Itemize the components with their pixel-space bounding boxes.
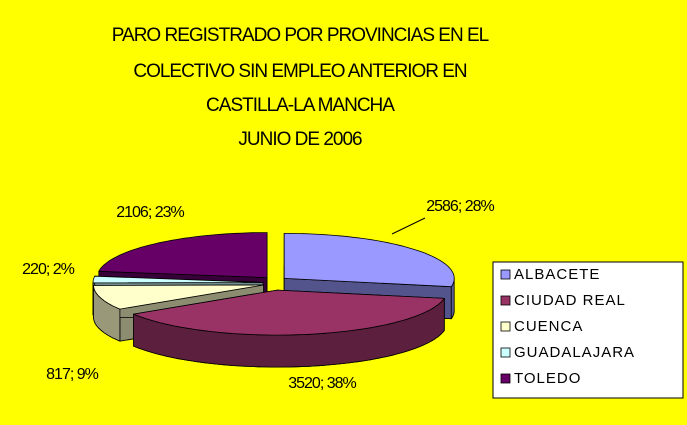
- legend-box: [492, 261, 684, 399]
- legend-label: CUENCA: [514, 318, 583, 335]
- slice: [93, 284, 264, 310]
- slice: [92, 275, 264, 284]
- leader-line: [391, 217, 426, 235]
- slice: [133, 289, 445, 336]
- pie: [92, 232, 455, 368]
- title-line: PARO REGISTRADO POR PROVINCIAS EN EL: [112, 25, 489, 46]
- legend-swatch: [500, 269, 511, 280]
- data-label: 3520; 38%: [288, 375, 356, 392]
- legend-label: TOLEDO: [514, 370, 581, 387]
- legend-swatch: [500, 347, 511, 358]
- title-line: COLECTIVO SIN EMPLEO ANTERIOR EN: [133, 61, 467, 82]
- legend-swatch: [500, 295, 511, 306]
- title-line: CASTILLA-LA MANCHA: [206, 95, 395, 116]
- legend-label: CIUDAD REAL: [514, 292, 626, 309]
- legend-label: GUADALAJARA: [514, 344, 635, 361]
- data-label: 817; 9%: [46, 366, 98, 383]
- slice: [98, 232, 268, 279]
- data-label: 220; 2%: [22, 261, 74, 278]
- legend-label: ALBACETE: [514, 266, 600, 283]
- data-label: 2106; 23%: [116, 204, 184, 221]
- legend-swatch: [500, 373, 511, 384]
- legend-swatch: [500, 321, 511, 332]
- slice: [283, 232, 455, 288]
- data-label: 2586; 28%: [426, 198, 494, 215]
- title-line: JUNIO DE 2006: [238, 129, 362, 150]
